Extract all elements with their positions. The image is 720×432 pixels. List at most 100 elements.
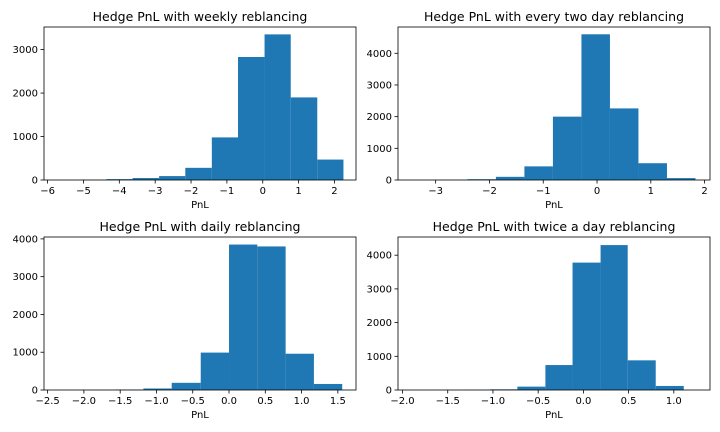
bars	[410, 34, 696, 180]
y-tick-label: 0	[386, 176, 392, 187]
subplot-twice-a-day: Hedge PnL with twice a day reblancing Pn…	[367, 219, 711, 421]
histogram-bar	[211, 137, 239, 180]
histogram-bar	[290, 97, 318, 180]
subplot-every-two-day: Hedge PnL with every two day reblancing …	[367, 9, 711, 211]
x-tick-label: −2	[184, 186, 199, 197]
histogram-bar	[257, 246, 286, 390]
x-tick-label: 0.5	[621, 396, 637, 407]
histogram-bar	[106, 179, 133, 180]
y-tick-label: 0	[32, 386, 38, 397]
chart-title: Hedge PnL with twice a day reblancing	[433, 219, 676, 234]
histogram-bar	[171, 382, 201, 390]
x-tick-label: −1.0	[481, 396, 505, 407]
histogram-bar	[229, 244, 258, 390]
x-tick-label: −1	[220, 186, 235, 197]
x-tick-label: −1	[536, 186, 551, 197]
histogram-bar	[185, 167, 212, 180]
axes-frame	[43, 236, 357, 391]
axes-frame	[397, 26, 711, 181]
y-tick-label: 2000	[13, 89, 38, 100]
bars	[58, 244, 343, 390]
x-axis-label: PnL	[545, 410, 563, 421]
y-tick-label: 0	[32, 176, 38, 187]
histogram-bar	[132, 178, 160, 180]
x-tick-label: −2.5	[35, 396, 59, 407]
y-tick-label: 4000	[367, 251, 392, 262]
x-tick-label: 0.5	[257, 396, 273, 407]
x-tick-label: −2.0	[390, 396, 414, 407]
x-tick-label: −2	[482, 186, 497, 197]
histogram-bar	[609, 108, 639, 180]
histogram-bar	[200, 352, 230, 390]
x-tick-label: −3	[428, 186, 443, 197]
subplot-daily: Hedge PnL with daily reblancing PnL −2.5…	[13, 219, 357, 421]
y-tick-label: 2000	[367, 112, 392, 123]
histogram-bar	[159, 176, 186, 180]
histogram-bar	[264, 34, 291, 180]
x-tick-label: −0.5	[181, 396, 205, 407]
y-tick-label: 1000	[367, 144, 392, 155]
x-tick-label: 0	[594, 186, 600, 197]
histogram-bar	[285, 353, 314, 390]
x-tick-label: 1.5	[330, 396, 346, 407]
histogram-bar	[572, 262, 601, 390]
y-tick-label: 4000	[13, 234, 38, 245]
histogram-bar	[655, 385, 684, 390]
y-tick-label: 1000	[367, 352, 392, 363]
histogram-bar	[517, 386, 546, 390]
x-tick-label: −5	[76, 186, 91, 197]
subplot-weekly: Hedge PnL with weekly reblancing PnL −6 −…	[13, 9, 357, 211]
x-tick-label: 0	[260, 186, 266, 197]
x-tick-label: 2	[701, 186, 707, 197]
x-axis-label: PnL	[191, 200, 209, 211]
x-tick-label: 1.0	[294, 396, 310, 407]
histogram-bar	[638, 163, 667, 180]
chart-title: Hedge PnL with daily reblancing	[100, 219, 301, 234]
x-tick-label: −1.0	[144, 396, 168, 407]
histogram-bar	[524, 166, 553, 180]
histogram-bar	[317, 159, 344, 180]
x-tick-label: −6	[40, 186, 55, 197]
x-tick-label: −1.5	[108, 396, 132, 407]
x-tick-label: −1.5	[436, 396, 460, 407]
bars	[435, 245, 684, 390]
histogram-bar	[600, 245, 628, 390]
chart-title: Hedge PnL with every two day reblancing	[424, 9, 684, 24]
y-tick-label: 3000	[13, 272, 38, 283]
x-tick-label: 1	[295, 186, 301, 197]
y-tick-label: 1000	[13, 348, 38, 359]
x-tick-label: 0.0	[221, 396, 237, 407]
y-tick-label: 3000	[367, 284, 392, 295]
histogram-bar	[495, 176, 525, 180]
x-axis-label: PnL	[191, 410, 209, 421]
x-tick-label: 1.0	[666, 396, 682, 407]
y-tick-label: 2000	[13, 310, 38, 321]
y-tick-label: 3000	[367, 80, 392, 91]
histogram-bar	[545, 365, 573, 390]
axes-frame	[43, 26, 357, 181]
y-tick-label: 2000	[367, 318, 392, 329]
y-tick-label: 4000	[367, 49, 392, 60]
x-tick-label: 0.0	[575, 396, 591, 407]
y-tick-label: 1000	[13, 132, 38, 143]
x-tick-label: −2.0	[72, 396, 96, 407]
x-tick-label: 1	[648, 186, 654, 197]
y-tick-label: 3000	[13, 45, 38, 56]
x-tick-label: −4	[112, 186, 127, 197]
histogram-bar	[143, 388, 172, 390]
chart-title: Hedge PnL with weekly reblancing	[93, 9, 308, 24]
histogram-bar	[581, 34, 610, 180]
histogram-bar	[552, 116, 582, 180]
x-tick-label: 2	[331, 186, 337, 197]
axes-frame	[397, 236, 711, 391]
histogram-bar	[666, 178, 696, 180]
x-tick-label: −0.5	[526, 396, 550, 407]
x-axis-label: PnL	[545, 200, 563, 211]
x-tick-label: −3	[148, 186, 163, 197]
bars	[79, 34, 344, 180]
histogram-bar	[238, 56, 265, 180]
histogram-bar	[627, 360, 656, 390]
histogram-bar	[313, 383, 343, 390]
y-tick-label: 0	[386, 386, 392, 397]
